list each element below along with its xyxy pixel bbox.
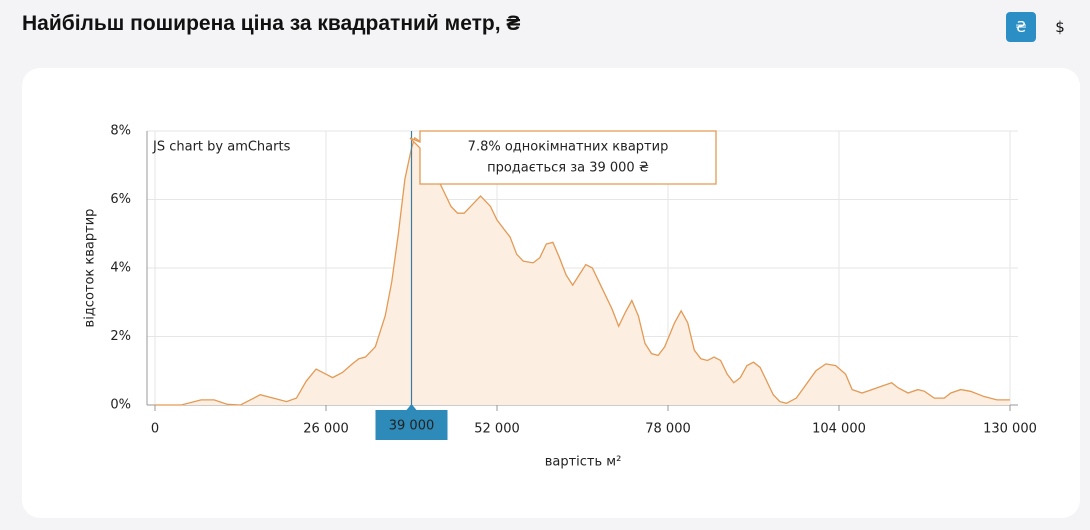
x-axis-label: вартість м² <box>545 455 622 470</box>
currency-button[interactable]: ₴ <box>1006 12 1036 42</box>
currency-button[interactable]: $ <box>1055 18 1065 36</box>
x-tick-label: 104 000 <box>812 422 866 437</box>
x-tick-label: 130 000 <box>983 422 1037 437</box>
x-tick-label: 0 <box>151 422 159 437</box>
y-tick-label: 0% <box>110 398 131 413</box>
cursor-label: 39 000 <box>389 419 435 434</box>
tooltip-text: продається за 39 000 ₴ <box>487 161 649 176</box>
tooltip-box <box>409 130 717 185</box>
y-tick-label: 6% <box>110 192 131 207</box>
tooltip-text: 7.8% однокімнатних квартир <box>468 140 669 155</box>
y-tick-label: 8% <box>110 124 131 139</box>
area-fill <box>155 137 1010 405</box>
cursor-label-bg <box>375 410 448 440</box>
x-tick-label: 26 000 <box>303 422 349 437</box>
page-title: Найбільш поширена ціна за квадратний мет… <box>22 12 521 35</box>
x-tick-label: 78 000 <box>645 422 691 437</box>
y-tick-label: 4% <box>110 261 131 276</box>
area-line <box>155 136 1010 406</box>
cursor-label-pointer <box>406 404 417 410</box>
watermark: JS chart by amCharts <box>152 140 291 155</box>
y-tick-label: 2% <box>110 329 131 344</box>
x-tick-label: 52 000 <box>474 422 520 437</box>
y-axis-label: відсоток квартир <box>83 209 98 328</box>
